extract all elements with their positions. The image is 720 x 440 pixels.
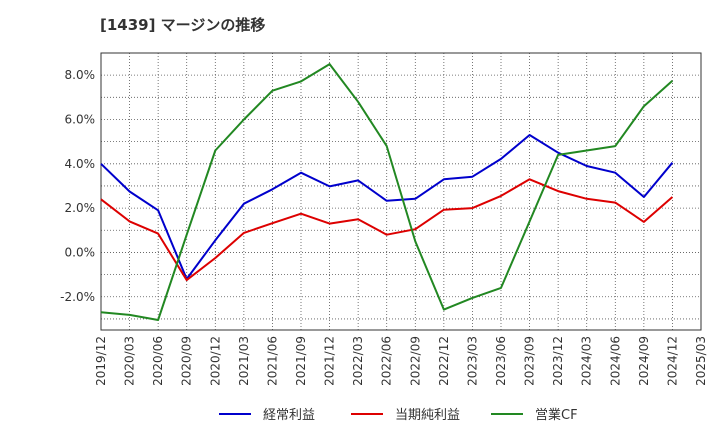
legend-label-1: 経常利益: [263, 408, 315, 423]
x-tick-label: 2023/12: [551, 336, 565, 386]
x-tick-label: 2023/09: [523, 336, 537, 386]
x-tick-label: 2022/12: [437, 336, 451, 386]
y-tick-label: 2.0%: [65, 201, 96, 215]
x-tick-label: 2022/09: [408, 336, 422, 386]
x-tick-label: 2021/06: [265, 336, 279, 386]
x-tick-label: 2020/03: [123, 336, 137, 386]
plot-area: -2.0% 0.0% 2.0% 4.0% 6.0% 8.0% 2019/12 2020/03 2…: [60, 52, 708, 386]
x-tick-label: 2023/06: [494, 336, 508, 386]
series-line-2: [100, 178, 674, 282]
x-tick-label: 2022/03: [351, 336, 365, 386]
x-tick-label: 2020/06: [151, 336, 165, 386]
legend-label-2: 当期純利益: [395, 408, 460, 423]
x-tick-label: 2023/03: [465, 336, 479, 386]
y-tick-label: -2.0%: [60, 290, 95, 304]
x-tick-label: 2024/09: [637, 336, 651, 386]
x-tick-label: 2019/12: [94, 336, 108, 386]
plot-border: [100, 52, 702, 331]
y-tick-label: 0.0%: [65, 245, 96, 259]
x-tick-label: 2021/12: [323, 336, 337, 386]
legend-label-3: 営業CF: [535, 407, 578, 423]
x-tick-label: 2024/06: [608, 336, 622, 386]
x-tick-label: 2020/12: [208, 336, 222, 386]
series-line-1: [100, 134, 674, 280]
x-tick-label: 2024/03: [580, 336, 594, 386]
x-tick-label: 2020/09: [180, 336, 194, 386]
series-line-3: [100, 63, 674, 321]
chart-title: [1439] マージンの推移: [100, 16, 265, 34]
x-tick-label: 2021/09: [294, 336, 308, 386]
x-tick-label: 2025/03: [694, 336, 708, 386]
x-tick-label: 2022/06: [380, 336, 394, 386]
y-tick-label: 6.0%: [65, 112, 96, 126]
legend: 経常利益 当期純利益 営業CF: [219, 407, 578, 423]
x-tick-label: 2024/12: [665, 336, 679, 386]
x-tick-label: 2021/03: [237, 336, 251, 386]
y-tick-label: 4.0%: [65, 157, 96, 171]
y-tick-label: 8.0%: [65, 68, 96, 82]
